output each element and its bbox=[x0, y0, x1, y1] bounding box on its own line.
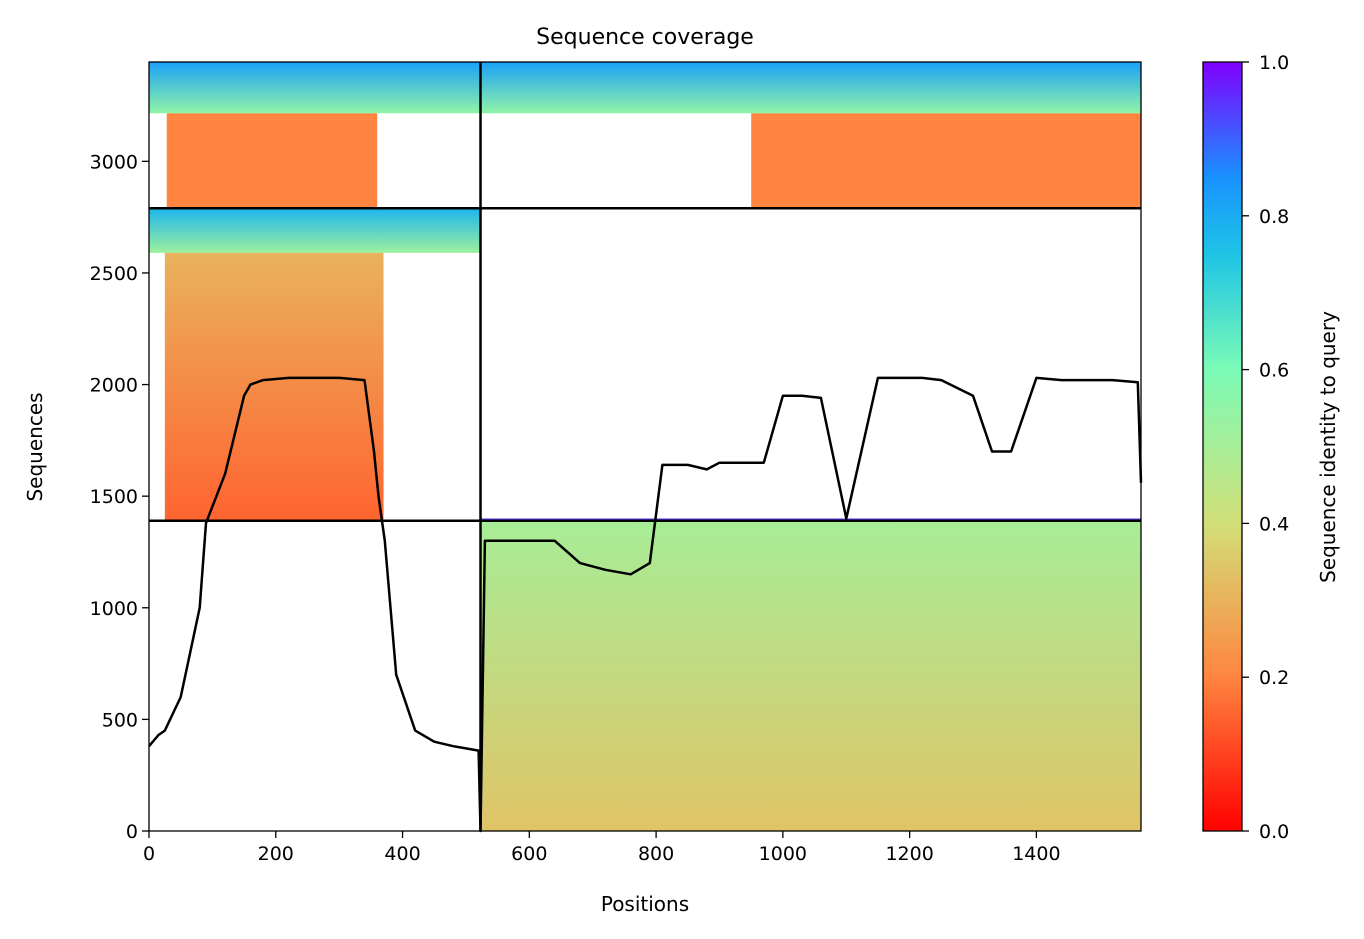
coverage-block bbox=[480, 62, 1141, 114]
colorbar-gradient bbox=[1202, 61, 1243, 832]
y-tick-label: 3000 bbox=[90, 151, 138, 173]
y-axis-ticks: 0 500 1000 1500 2000 2500 3000 bbox=[90, 151, 149, 843]
colorbar-label: Sequence identity to query bbox=[1316, 311, 1340, 583]
block-boundaries bbox=[149, 62, 1141, 831]
colorbar-tick-label: 0.8 bbox=[1259, 206, 1289, 228]
x-tick-label: 1400 bbox=[1012, 843, 1060, 865]
colorbar-tick-label: 0.4 bbox=[1259, 513, 1289, 535]
x-tick-label: 200 bbox=[258, 843, 294, 865]
coverage-line bbox=[148, 376, 1143, 833]
y-tick-label: 1000 bbox=[90, 598, 138, 620]
x-tick-label: 1000 bbox=[759, 843, 807, 865]
colorbar-ticks: 0.0 0.2 0.4 0.6 0.8 1.0 bbox=[1242, 52, 1289, 843]
y-tick-label: 500 bbox=[102, 709, 138, 731]
x-tick-label: 600 bbox=[511, 843, 547, 865]
colorbar-tick-label: 0.6 bbox=[1259, 360, 1289, 382]
colorbar-tick-label: 0.0 bbox=[1259, 821, 1289, 843]
colorbar-tick-label: 0.2 bbox=[1259, 667, 1289, 689]
coverage-blocks bbox=[149, 62, 1141, 831]
x-tick-label: 1200 bbox=[885, 843, 933, 865]
x-tick-label: 400 bbox=[384, 843, 420, 865]
x-axis-label: Positions bbox=[601, 892, 689, 916]
coverage-block bbox=[149, 62, 481, 114]
coverage-block bbox=[751, 113, 1141, 209]
x-tick-label: 800 bbox=[638, 843, 674, 865]
plot-area bbox=[148, 61, 1143, 833]
x-tick-label: 0 bbox=[143, 843, 155, 865]
y-tick-label: 2500 bbox=[90, 263, 138, 285]
y-tick-label: 1500 bbox=[90, 486, 138, 508]
chart-title: Sequence coverage bbox=[536, 25, 754, 50]
y-axis-label: Sequences bbox=[23, 392, 47, 501]
y-tick-label: 0 bbox=[126, 821, 138, 843]
plot-frame bbox=[148, 61, 1142, 832]
coverage-block bbox=[166, 113, 378, 209]
coverage-block bbox=[149, 208, 481, 253]
coverage-block bbox=[164, 252, 384, 521]
x-axis-ticks: 0 200 400 600 800 1000 1200 1400 bbox=[143, 831, 1061, 865]
colorbar: 0.0 0.2 0.4 0.6 0.8 1.0 Sequence identity to … bbox=[1202, 52, 1340, 843]
y-tick-label: 2000 bbox=[90, 375, 138, 397]
coverage-block bbox=[480, 520, 1141, 831]
colorbar-tick-label: 1.0 bbox=[1259, 52, 1289, 74]
